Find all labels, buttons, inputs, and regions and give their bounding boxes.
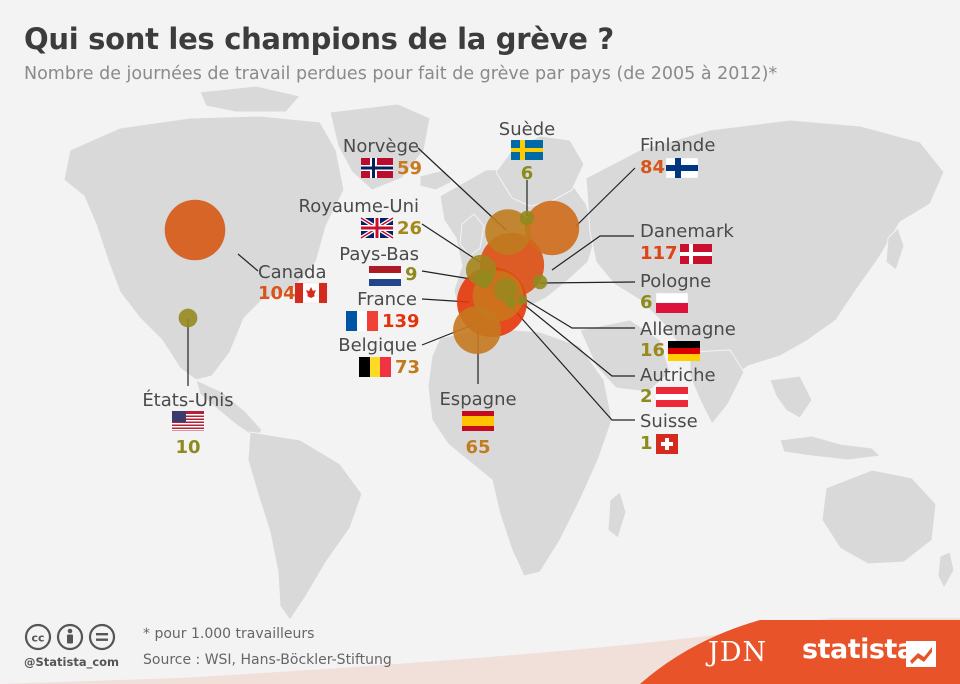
label-danemark: Danemark [640, 221, 734, 242]
label-belgique: Belgique [338, 335, 417, 356]
flag-allemagne [668, 341, 700, 361]
value-belgique: 73 [395, 357, 420, 378]
brand-banner [640, 620, 960, 684]
statista-handle: @Statista_com [24, 655, 120, 669]
flag-pays-bas [369, 266, 401, 286]
value-suede: 6 [521, 163, 534, 184]
value-suisse: 1 [640, 433, 653, 454]
statista-logo[interactable]: statista [802, 634, 915, 665]
flag-finlande [665, 157, 699, 179]
value-canada: 104 [258, 283, 296, 304]
flag-canada [294, 282, 328, 304]
bubble-norvege [485, 209, 531, 255]
value-allemagne: 16 [640, 340, 665, 361]
flag-royaume-uni [359, 216, 395, 240]
label-norvege: Norvège [343, 136, 419, 157]
value-pays-bas: 9 [405, 264, 418, 285]
bubble-allemagne [494, 278, 518, 302]
flag-norvege [361, 158, 393, 178]
attribution-icon [56, 623, 84, 651]
flag-autriche [656, 387, 688, 407]
value-norvege: 59 [397, 158, 422, 179]
statista-mark-icon [906, 641, 936, 667]
flag-belgique [359, 357, 391, 377]
flag-pologne [655, 292, 689, 313]
value-espagne: 65 [465, 437, 490, 458]
world-land [63, 85, 955, 621]
label-pologne: Pologne [640, 271, 711, 292]
label-suisse: Suisse [640, 411, 698, 432]
bubble-finlande [524, 200, 580, 256]
chart-subtitle: Nombre de journées de travail perdues po… [24, 64, 778, 84]
value-finlande: 84 [640, 157, 665, 178]
bubble-suisse [506, 298, 516, 308]
country-labels: Norvège 59 Suède 6 Finlande 84 Royaume-U… [142, 119, 736, 458]
value-royaume-uni: 26 [397, 218, 422, 239]
jdn-logo[interactable]: JDN [708, 637, 768, 668]
label-espagne: Espagne [439, 389, 516, 410]
label-france: France [357, 289, 417, 310]
flag-suisse [656, 434, 678, 454]
value-danemark: 117 [640, 243, 678, 264]
flag-espagne [462, 411, 494, 431]
svg-text:cc: cc [31, 632, 44, 645]
label-canada: Canada [258, 262, 327, 283]
source-note: Source : WSI, Hans-Böckler-Stiftung [143, 652, 392, 668]
label-allemagne: Allemagne [640, 319, 736, 340]
chart-title: Qui sont les champions de la grève ? [24, 22, 614, 56]
cc-icon: cc [24, 623, 52, 651]
footnote: * pour 1.000 travailleurs [143, 626, 315, 642]
bubble-autriche [517, 295, 527, 305]
flag-france [346, 311, 378, 331]
label-etats-unis: États-Unis [142, 389, 233, 411]
value-pologne: 6 [640, 292, 653, 313]
no-derivatives-icon [88, 623, 116, 651]
label-finlande: Finlande [640, 135, 715, 156]
bubble-layer [164, 199, 580, 354]
value-autriche: 2 [640, 386, 653, 407]
label-pays-bas: Pays-Bas [339, 244, 419, 265]
flag-etats-unis [172, 411, 204, 431]
license-icons: cc [24, 623, 124, 655]
flag-suede [511, 140, 543, 160]
flag-danemark [680, 244, 712, 264]
label-suede: Suède [499, 119, 555, 140]
value-etats-unis: 10 [175, 437, 200, 458]
value-france: 139 [382, 311, 420, 332]
bubble-suede [519, 210, 535, 226]
bubble-etats-unis [178, 308, 198, 328]
bubble-pologne [532, 274, 548, 290]
label-autriche: Autriche [640, 365, 716, 386]
bubble-espagne [453, 306, 501, 354]
bubble-canada [164, 199, 226, 261]
bubble-pays-bas [475, 270, 493, 288]
label-royaume-uni: Royaume-Uni [299, 196, 420, 217]
